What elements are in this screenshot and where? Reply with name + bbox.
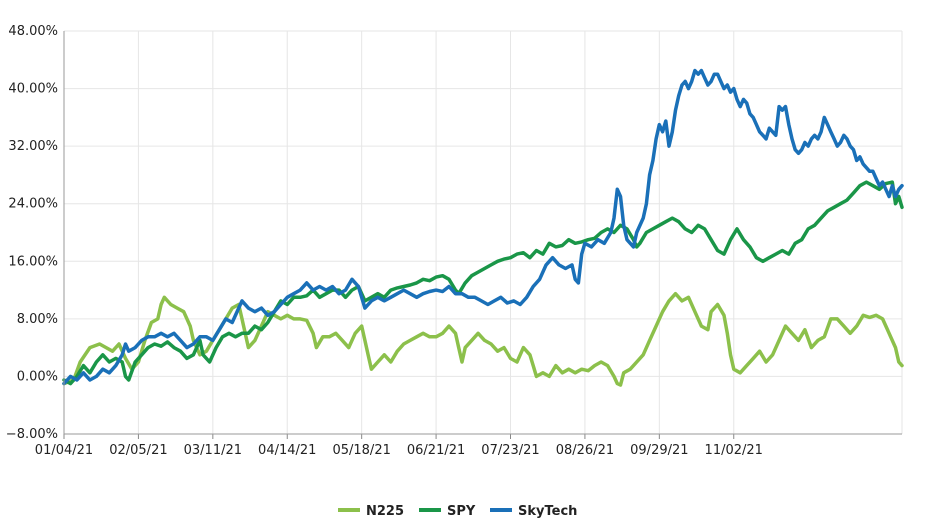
series-line-skytech xyxy=(62,68,904,386)
y-tick-label: 0.00% xyxy=(17,369,58,384)
y-tick-label: 40.00% xyxy=(8,82,58,97)
y-tick-label: 16.00% xyxy=(8,254,58,269)
x-tick-label: 08/26/21 xyxy=(556,443,614,458)
y-tick-label: 32.00% xyxy=(8,139,58,154)
x-tick-label: 05/18/21 xyxy=(332,443,390,458)
grid xyxy=(64,30,903,435)
legend-label-spy: SPY xyxy=(447,504,476,519)
legend-label-skytech: SkyTech xyxy=(518,504,577,519)
series-line-n225 xyxy=(62,291,904,387)
y-tick-label: 24.00% xyxy=(8,197,58,212)
x-tick-label: 04/14/21 xyxy=(258,443,316,458)
y-tick-label: −8.00% xyxy=(6,427,58,442)
y-tick-label: 48.00% xyxy=(8,24,58,39)
series-line-spy xyxy=(62,180,904,386)
x-tick-label: 07/23/21 xyxy=(481,443,539,458)
x-tick-label: 02/05/21 xyxy=(109,443,167,458)
x-tick-label: 09/29/21 xyxy=(630,443,688,458)
x-tick-label: 03/11/21 xyxy=(184,443,242,458)
series-lines xyxy=(62,68,904,387)
legend-label-n225: N225 xyxy=(366,504,404,519)
y-tick-label: 8.00% xyxy=(17,312,58,327)
x-tick-label: 01/04/21 xyxy=(35,443,93,458)
axes: −8.00% 0.00% 8.00% 16.00% 24.00% 32.00% 40.00%… xyxy=(6,24,902,458)
x-tick-label: 11/02/21 xyxy=(705,443,763,458)
legend: N225 SPY SkyTech xyxy=(338,504,577,519)
x-tick-label: 06/21/21 xyxy=(407,443,465,458)
